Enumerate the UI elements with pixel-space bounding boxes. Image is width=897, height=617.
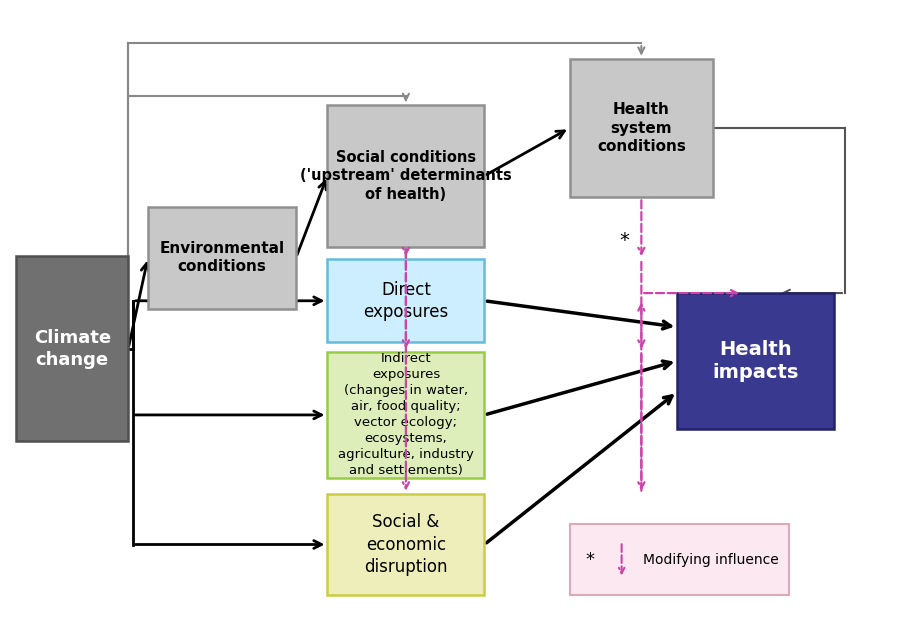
FancyBboxPatch shape [677,293,834,429]
Text: Health
system
conditions: Health system conditions [597,102,686,154]
Text: Indirect
exposures
(changes in water,
air, food quality;
vector ecology;
ecosyst: Indirect exposures (changes in water, ai… [338,352,474,478]
Text: Climate
change: Climate change [34,328,110,369]
Text: Social &
economic
disruption: Social & economic disruption [364,513,448,576]
Text: Direct
exposures: Direct exposures [363,281,448,321]
FancyBboxPatch shape [327,352,484,478]
FancyBboxPatch shape [148,207,296,308]
FancyBboxPatch shape [327,494,484,595]
Text: Social conditions
('upstream' determinants
of health): Social conditions ('upstream' determinan… [300,150,512,202]
Text: Health
impacts: Health impacts [712,340,799,382]
Text: Modifying influence: Modifying influence [643,553,779,567]
FancyBboxPatch shape [327,259,484,342]
FancyBboxPatch shape [570,59,713,197]
Text: *: * [619,231,629,250]
FancyBboxPatch shape [327,105,484,247]
FancyBboxPatch shape [16,256,128,441]
Text: *: * [586,551,595,569]
FancyBboxPatch shape [570,524,789,595]
Text: Environmental
conditions: Environmental conditions [160,241,284,275]
